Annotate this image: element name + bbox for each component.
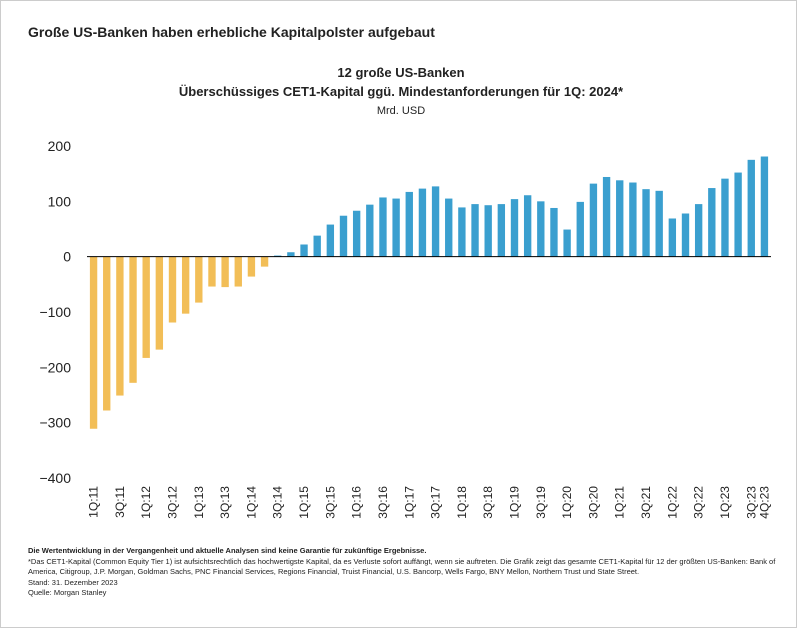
bar [537,201,545,257]
x-tick-label: 1Q:15 [297,486,311,519]
bar [142,256,150,358]
bar [497,204,506,257]
bar [89,256,98,429]
page-title: Große US-Banken haben erhebliche Kapital… [28,24,435,40]
bar [484,205,492,257]
x-tick-label: 3Q:12 [166,486,180,519]
y-tick-label: −300 [39,415,71,431]
bar [694,204,703,257]
bar [431,186,440,257]
x-tick-label: 3Q:22 [692,486,706,519]
bar [168,256,177,323]
x-tick-label: 3Q:16 [376,486,390,519]
bar [208,256,216,287]
bar [550,207,558,257]
bar [221,256,229,288]
x-tick-label: 3Q:19 [534,486,548,519]
x-tick-label: 3Q:11 [113,486,127,518]
x-tick-label: 1Q:18 [455,486,469,519]
x-tick-label: 4Q:23 [757,486,771,519]
x-tick-label: 1Q:19 [508,486,522,519]
bar [418,188,427,257]
x-tick-label: 3Q:13 [218,486,232,519]
bar [392,198,400,257]
x-tick-label: 1Q:23 [718,486,732,519]
y-tick-label: 200 [48,138,72,154]
disclaimer: Die Wertentwicklung in der Vergangenheit… [28,546,427,555]
x-tick-label: 1Q:16 [350,486,364,519]
bar [642,189,650,257]
y-axis-label: Mrd. USD [377,105,425,117]
bar [181,256,190,314]
bar [576,201,584,257]
bar [734,172,742,257]
bar [708,188,716,257]
bar [445,198,453,257]
bar [352,210,361,257]
bar [458,207,466,257]
chart-subtitle: Überschüssiges CET1-Kapital ggü. Mindest… [179,84,624,99]
bar [563,229,571,257]
chart-title: 12 große US-Banken [337,65,464,80]
y-tick-label: −400 [39,470,71,486]
bar [129,256,137,383]
x-tick-label: 1Q:22 [665,486,679,519]
x-tick-label: 3Q:23 [744,486,758,519]
bar [523,195,532,257]
x-tick-label: 1Q:21 [613,486,627,519]
bar [116,256,124,396]
y-tick-label: 100 [48,193,72,209]
x-tick-label: 3Q:14 [271,486,285,519]
bar [602,176,611,257]
bar [195,256,203,303]
bar [747,159,755,257]
bar [326,224,335,257]
x-tick-label: 1Q:14 [244,486,258,519]
bar [366,204,374,257]
bar [379,197,387,257]
bar [155,256,164,350]
bar [234,256,242,287]
x-tick-label: 3Q:15 [323,486,337,519]
bar [300,244,308,257]
bar [339,215,348,257]
bar [247,256,256,277]
date: Stand: 31. Dezember 2023 [28,578,118,587]
note: *Das CET1-Kapital (Common Equity Tier 1)… [28,557,776,576]
y-tick-label: −100 [39,304,71,320]
bar [589,183,598,257]
x-tick-label: 3Q:21 [639,486,653,519]
bar [471,204,479,257]
bar [629,182,637,257]
bar [260,256,269,267]
chart: Große US-Banken haben erhebliche Kapital… [28,24,771,519]
bar [287,252,295,257]
bar [616,180,624,257]
bar [103,256,111,411]
bar [510,199,519,257]
x-tick-label: 3Q:17 [429,486,443,519]
bar [721,178,729,257]
bar [274,255,282,257]
bar [405,191,413,257]
bar [681,213,690,257]
y-tick-label: 0 [63,249,71,265]
x-tick-label: 3Q:20 [586,486,600,519]
x-tick-label: 1Q:12 [139,486,153,519]
x-tick-label: 1Q:20 [560,486,574,519]
y-tick-label: −200 [39,359,71,375]
x-tick-label: 1Q:17 [402,486,416,519]
x-tick-label: 3Q:18 [481,486,495,519]
x-tick-label: 1Q:13 [192,486,206,519]
x-tick-label: 1Q:11 [87,486,101,518]
bar [760,156,769,257]
bar [668,218,677,257]
bar [313,235,321,257]
bar [655,190,663,257]
source: Quelle: Morgan Stanley [28,588,107,597]
